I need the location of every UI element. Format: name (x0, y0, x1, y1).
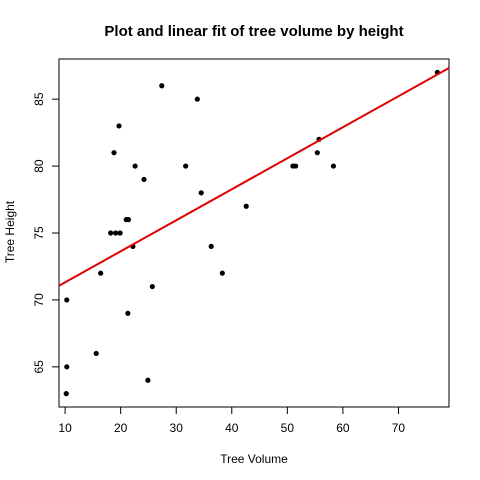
linear-fit-line (58, 67, 450, 287)
data-point (330, 163, 337, 169)
data-point (125, 217, 132, 223)
data-point (125, 310, 131, 316)
data-point (63, 391, 69, 397)
data-point (198, 190, 204, 196)
chart-title: Plot and linear fit of tree volume by he… (104, 23, 403, 40)
x-tick-label: 60 (336, 421, 350, 435)
y-tick-label: 85 (32, 92, 46, 106)
data-point (314, 150, 320, 156)
data-point (159, 83, 165, 89)
data-point (243, 203, 249, 209)
data-point (116, 123, 122, 129)
data-point (98, 270, 104, 276)
data-point (290, 163, 296, 169)
data-point (108, 230, 114, 236)
data-point (219, 270, 225, 276)
data-point (194, 96, 200, 102)
x-tick-label: 70 (392, 421, 406, 435)
data-point (183, 163, 189, 169)
x-tick-label: 50 (281, 421, 295, 435)
x-tick-label: 40 (225, 421, 239, 435)
y-tick-label: 75 (32, 226, 46, 240)
data-point (64, 297, 70, 303)
x-tick-label: 20 (114, 421, 128, 435)
data-point (111, 150, 117, 156)
y-tick-label: 70 (32, 293, 46, 307)
y-tick-label: 65 (32, 360, 46, 374)
data-point (93, 350, 99, 357)
data-point (113, 230, 119, 236)
data-point (117, 230, 123, 236)
data-point (141, 176, 147, 183)
y-tick-label: 80 (32, 159, 46, 173)
data-point (132, 163, 138, 169)
data-point (145, 377, 151, 383)
data-point (208, 243, 214, 249)
y-axis-label: Tree Height (3, 200, 17, 263)
x-axis-label: Tree Volume (220, 452, 288, 466)
data-point (64, 364, 70, 370)
data-point (149, 283, 155, 290)
x-tick-label: 30 (170, 421, 184, 435)
x-tick-label: 10 (58, 421, 72, 435)
